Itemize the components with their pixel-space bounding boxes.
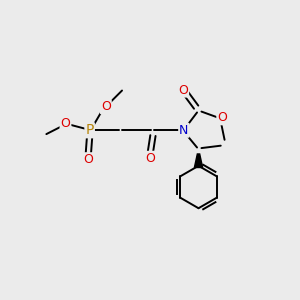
Text: O: O [101,100,111,113]
Text: O: O [83,153,93,166]
Text: O: O [61,117,70,130]
Polygon shape [194,154,202,167]
Text: O: O [178,84,188,97]
Text: N: N [179,124,188,137]
Text: O: O [145,152,155,165]
Text: O: O [217,111,227,124]
Text: P: P [85,123,94,137]
